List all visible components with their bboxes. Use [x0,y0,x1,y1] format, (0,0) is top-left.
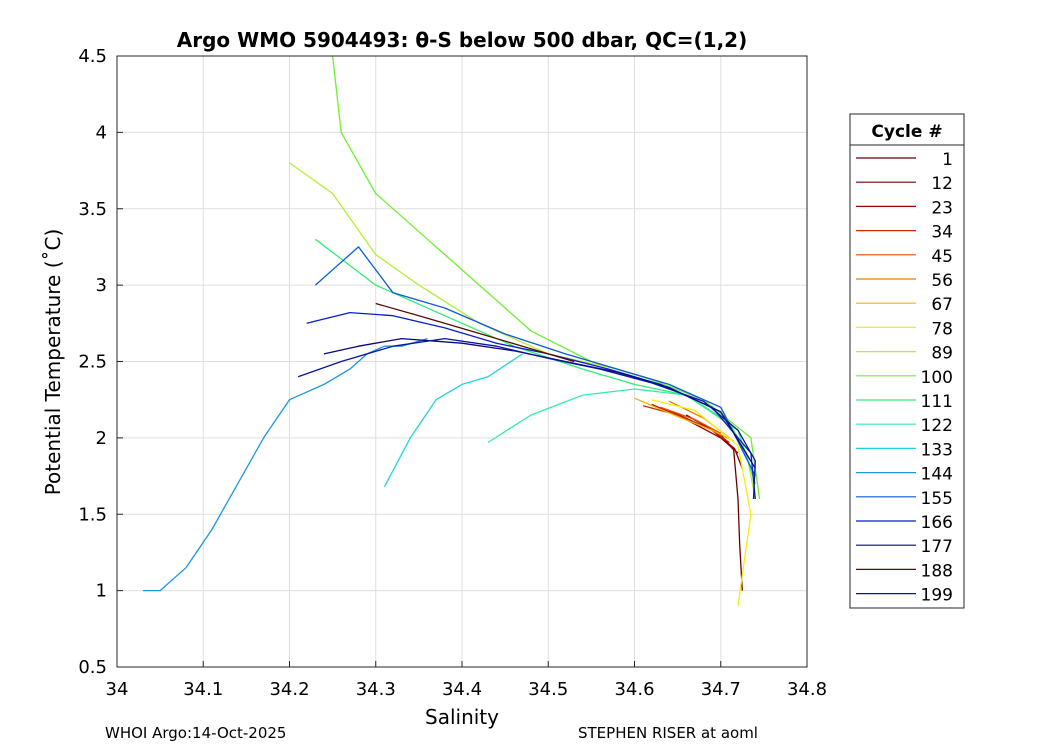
series-line-cycle-111 [315,238,756,484]
y-axis-label: Potential Temperature (˚C) [41,229,65,496]
series-line-cycle-155 [314,246,756,477]
series-line-cycle-78 [651,399,752,606]
legend-label: 100 [921,368,953,388]
grid-lines [117,56,807,667]
x-tick-label: 34.8 [787,679,827,700]
legend-label: 188 [921,561,953,581]
x-tick-label: 34.2 [269,679,309,700]
legend-label: 166 [921,513,953,533]
legend-label: 144 [921,465,953,485]
x-axis-label: Salinity [425,705,499,729]
legend-label: 12 [931,174,953,194]
series-line-cycle-100 [331,55,761,500]
y-tick-label: 3 [96,275,107,296]
series-line-cycle-144 [142,337,428,592]
chart-title: Argo WMO 5904493: θ-S below 500 dbar, QC… [177,28,747,52]
legend-label: 122 [921,416,953,436]
series-line-cycle-45 [660,406,722,434]
footer-left-credit: WHOI Argo:14-Oct-2025 [105,724,287,742]
legend-label: 34 [931,223,953,243]
series-line-cycle-188 [375,302,575,363]
legend: Cycle # 1 12 23 34 45 56 67 78 89 100 111 122 133 144… [849,113,965,609]
y-tick-label: 0.5 [78,657,107,678]
axis-ticks: 34 34.1 34.2 34.3 34.4 34.5 34.6 34.7 34.80.511.… [78,46,827,700]
x-tick-label: 34.3 [356,679,396,700]
legend-label: 1 [942,150,953,170]
y-tick-label: 4.5 [78,46,107,67]
y-tick-label: 2.5 [78,352,107,373]
series-line-cycle-133 [383,353,523,488]
y-tick-label: 2 [96,428,107,449]
series-line-cycle-199 [297,337,756,500]
legend-label: 23 [931,198,953,218]
y-tick-label: 3.5 [78,199,107,220]
x-tick-label: 34.5 [528,679,568,700]
legend-title: Cycle # [871,122,942,142]
y-tick-label: 1 [96,581,107,602]
series-lines [142,55,761,606]
series-line-cycle-23 [651,403,739,454]
x-tick-label: 34.4 [442,679,482,700]
series-line-cycle-67 [634,397,734,442]
legend-label: 111 [921,392,953,412]
y-tick-label: 4 [96,122,107,143]
legend-label: 177 [921,537,953,557]
x-tick-label: 34 [106,679,129,700]
legend-label: 67 [931,295,953,315]
footer-right-credit: STEPHEN RISER at aoml [578,724,758,742]
x-tick-label: 34.1 [183,679,223,700]
legend-label: 78 [931,319,953,339]
legend-label: 89 [931,344,953,364]
legend-label: 199 [921,586,953,606]
legend-entries: 1 12 23 34 45 56 67 78 89 100 111 122 133 144 155 166 17… [856,150,953,606]
y-tick-label: 1.5 [78,504,107,525]
legend-label: 45 [931,247,953,267]
series-line-cycle-34 [642,405,730,444]
legend-box [849,113,965,609]
x-tick-label: 34.7 [701,679,741,700]
legend-label: 56 [931,271,953,291]
x-tick-label: 34.6 [614,679,654,700]
legend-label: 133 [921,440,953,460]
legend-label: 155 [921,489,953,509]
